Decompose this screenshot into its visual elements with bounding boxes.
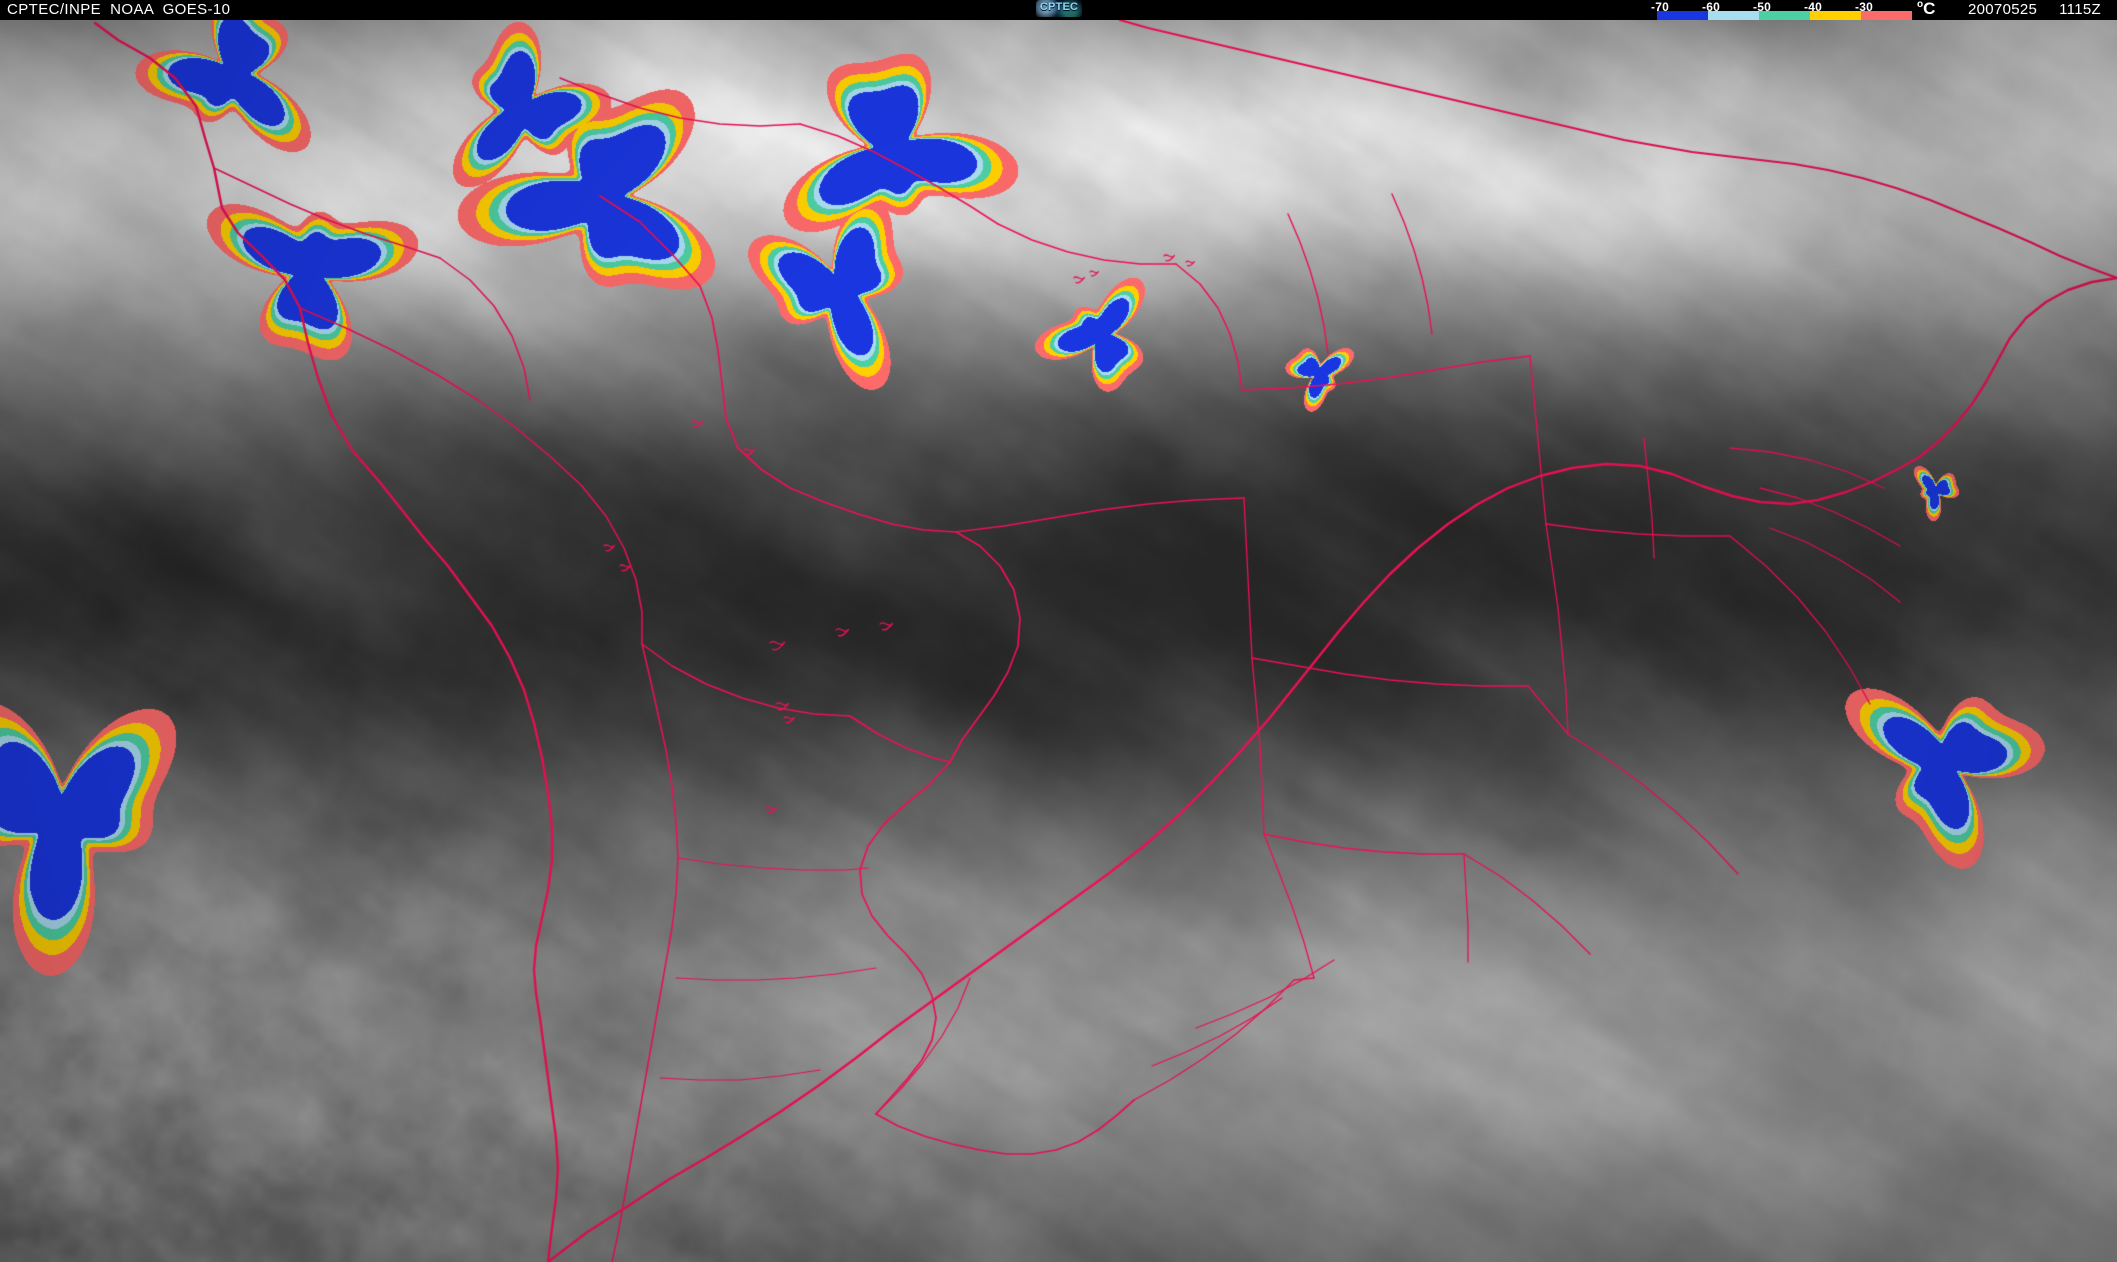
colorbar-tick-minus70: -70 xyxy=(1651,0,1669,14)
colorbar-tick-minus40: -40 xyxy=(1804,0,1822,14)
colorbar-swatches xyxy=(1657,11,1912,20)
cptec-logo-text: CPTEC xyxy=(1039,1,1079,13)
cptec-logo-icon: CPTEC xyxy=(1036,0,1082,17)
timestamp: 20070525 1115Z xyxy=(1968,1,2101,18)
ir-enhanced-canvas xyxy=(0,18,2117,1262)
colorbar-unit-label: oC xyxy=(1917,0,1935,19)
colorbar-band-5 xyxy=(1861,11,1912,20)
product-label: CPTEC/INPE NOAA GOES-10 xyxy=(7,1,231,18)
colorbar-tick-minus60: -60 xyxy=(1702,0,1720,14)
celsius-letter: C xyxy=(1923,0,1936,18)
header-bar: CPTEC/INPE NOAA GOES-10 CPTEC -70 -60 -50-… xyxy=(0,0,2117,20)
observation-date: 20070525 xyxy=(1968,1,2038,18)
colorbar-band-4 xyxy=(1810,11,1861,20)
colorbar-band-2 xyxy=(1708,11,1759,20)
colorbar-band-3 xyxy=(1759,11,1810,20)
colorbar-tick-labels: -70 -60 -50 -40 -30 xyxy=(1651,0,1912,14)
satellite-ir-image xyxy=(0,18,2117,1262)
colorbar-tick-minus50: -50 xyxy=(1753,0,1771,14)
colorbar-tick-minus30: -30 xyxy=(1855,0,1873,14)
temperature-colorbar: -70 -60 -50 -40 -30 xyxy=(1651,0,1912,20)
degree-symbol: o xyxy=(1917,0,1924,10)
observation-time: 1115Z xyxy=(2059,1,2101,18)
colorbar-band-1 xyxy=(1657,11,1708,20)
logo-sheen xyxy=(1036,0,1060,17)
